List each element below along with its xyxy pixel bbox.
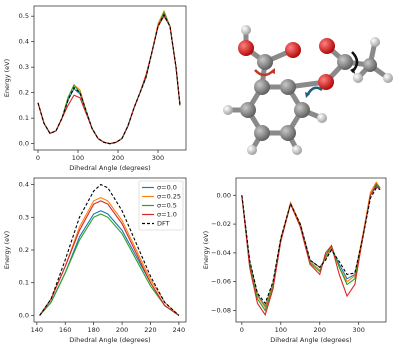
molecule (223, 25, 393, 155)
y-axis-label: Energy (eV) (202, 231, 210, 269)
y-tick-label: 0.4 (19, 38, 29, 46)
x-tick-label: 160 (59, 326, 71, 334)
x-axis-label: Dihedral Angle (degrees) (69, 164, 150, 172)
series-line (39, 213, 180, 316)
x-tick-label: 100 (72, 154, 84, 162)
y-tick-label: −0.02 (211, 220, 231, 228)
x-tick-label: 240 (173, 326, 185, 334)
y-tick-label: 0.2 (19, 246, 29, 254)
y-tick-label: 0.1 (19, 114, 29, 122)
series-line (37, 13, 181, 145)
y-tick-label: −0.08 (211, 306, 231, 314)
chart: 0 100 200 300 0.0 0.1 0.2 0.3 0.4 0.5 Dihedral Ang… (3, 5, 187, 172)
y-tick-label: −0.06 (211, 278, 231, 286)
series-line (39, 200, 180, 316)
x-tick-label: 200 (116, 326, 128, 334)
x-tick-label: 300 (353, 326, 365, 334)
x-axis-label: Dihedral Angle (degrees) (270, 336, 351, 344)
y-tick-label: −0.04 (211, 249, 231, 257)
y-tick-label: 0.0 (19, 311, 29, 319)
y-tick-label: 0.4 (19, 181, 29, 189)
y-tick-label: 0.3 (19, 63, 29, 71)
legend-label: DFT (157, 220, 170, 228)
x-axis-label: Dihedral Angle (degrees) (69, 336, 150, 344)
x-tick-label: 0 (36, 154, 40, 162)
x-tick-label: 200 (314, 326, 326, 334)
axes-frame (33, 177, 187, 323)
series-line (241, 181, 381, 309)
legend-label: σ=1.0 (157, 211, 177, 219)
y-tick-label: 0.3 (19, 213, 29, 221)
axes-frame (235, 177, 387, 323)
y-tick-label: 0.2 (19, 89, 29, 97)
x-tick-label: 0 (240, 326, 244, 334)
y-tick-label: 0.5 (19, 12, 29, 20)
legend-box (138, 180, 184, 231)
series-line (241, 182, 381, 312)
series-line (241, 185, 381, 308)
x-tick-label: 200 (112, 154, 124, 162)
series-line (39, 183, 180, 316)
chart: 140 160 180 200 220 240 0.0 0.1 0.2 0.3 0.4 Dihedra… (3, 177, 187, 344)
y-axis-label: Energy (eV) (3, 59, 11, 97)
y-tick-label: 0.1 (19, 279, 29, 287)
y-axis-label: Energy (eV) (3, 231, 11, 269)
y-tick-label: 0.0 (19, 140, 29, 148)
series-line (241, 187, 381, 305)
chart: 0 100 200 300 0.00 −0.02 −0.04 −0.06 −0.08 Dihedr… (202, 177, 387, 344)
legend-label: σ=0.5 (157, 202, 177, 210)
x-tick-label: 220 (144, 326, 156, 334)
y-tick-label: 0.00 (217, 191, 231, 199)
legend-label: σ=0.0 (157, 184, 177, 192)
x-tick-label: 140 (31, 326, 43, 334)
x-tick-label: 180 (87, 326, 99, 334)
series-line (241, 184, 381, 317)
legend-label: σ=0.25 (157, 193, 181, 201)
x-tick-label: 100 (275, 326, 287, 334)
x-tick-label: 300 (152, 154, 164, 162)
axes-frame (33, 5, 187, 151)
